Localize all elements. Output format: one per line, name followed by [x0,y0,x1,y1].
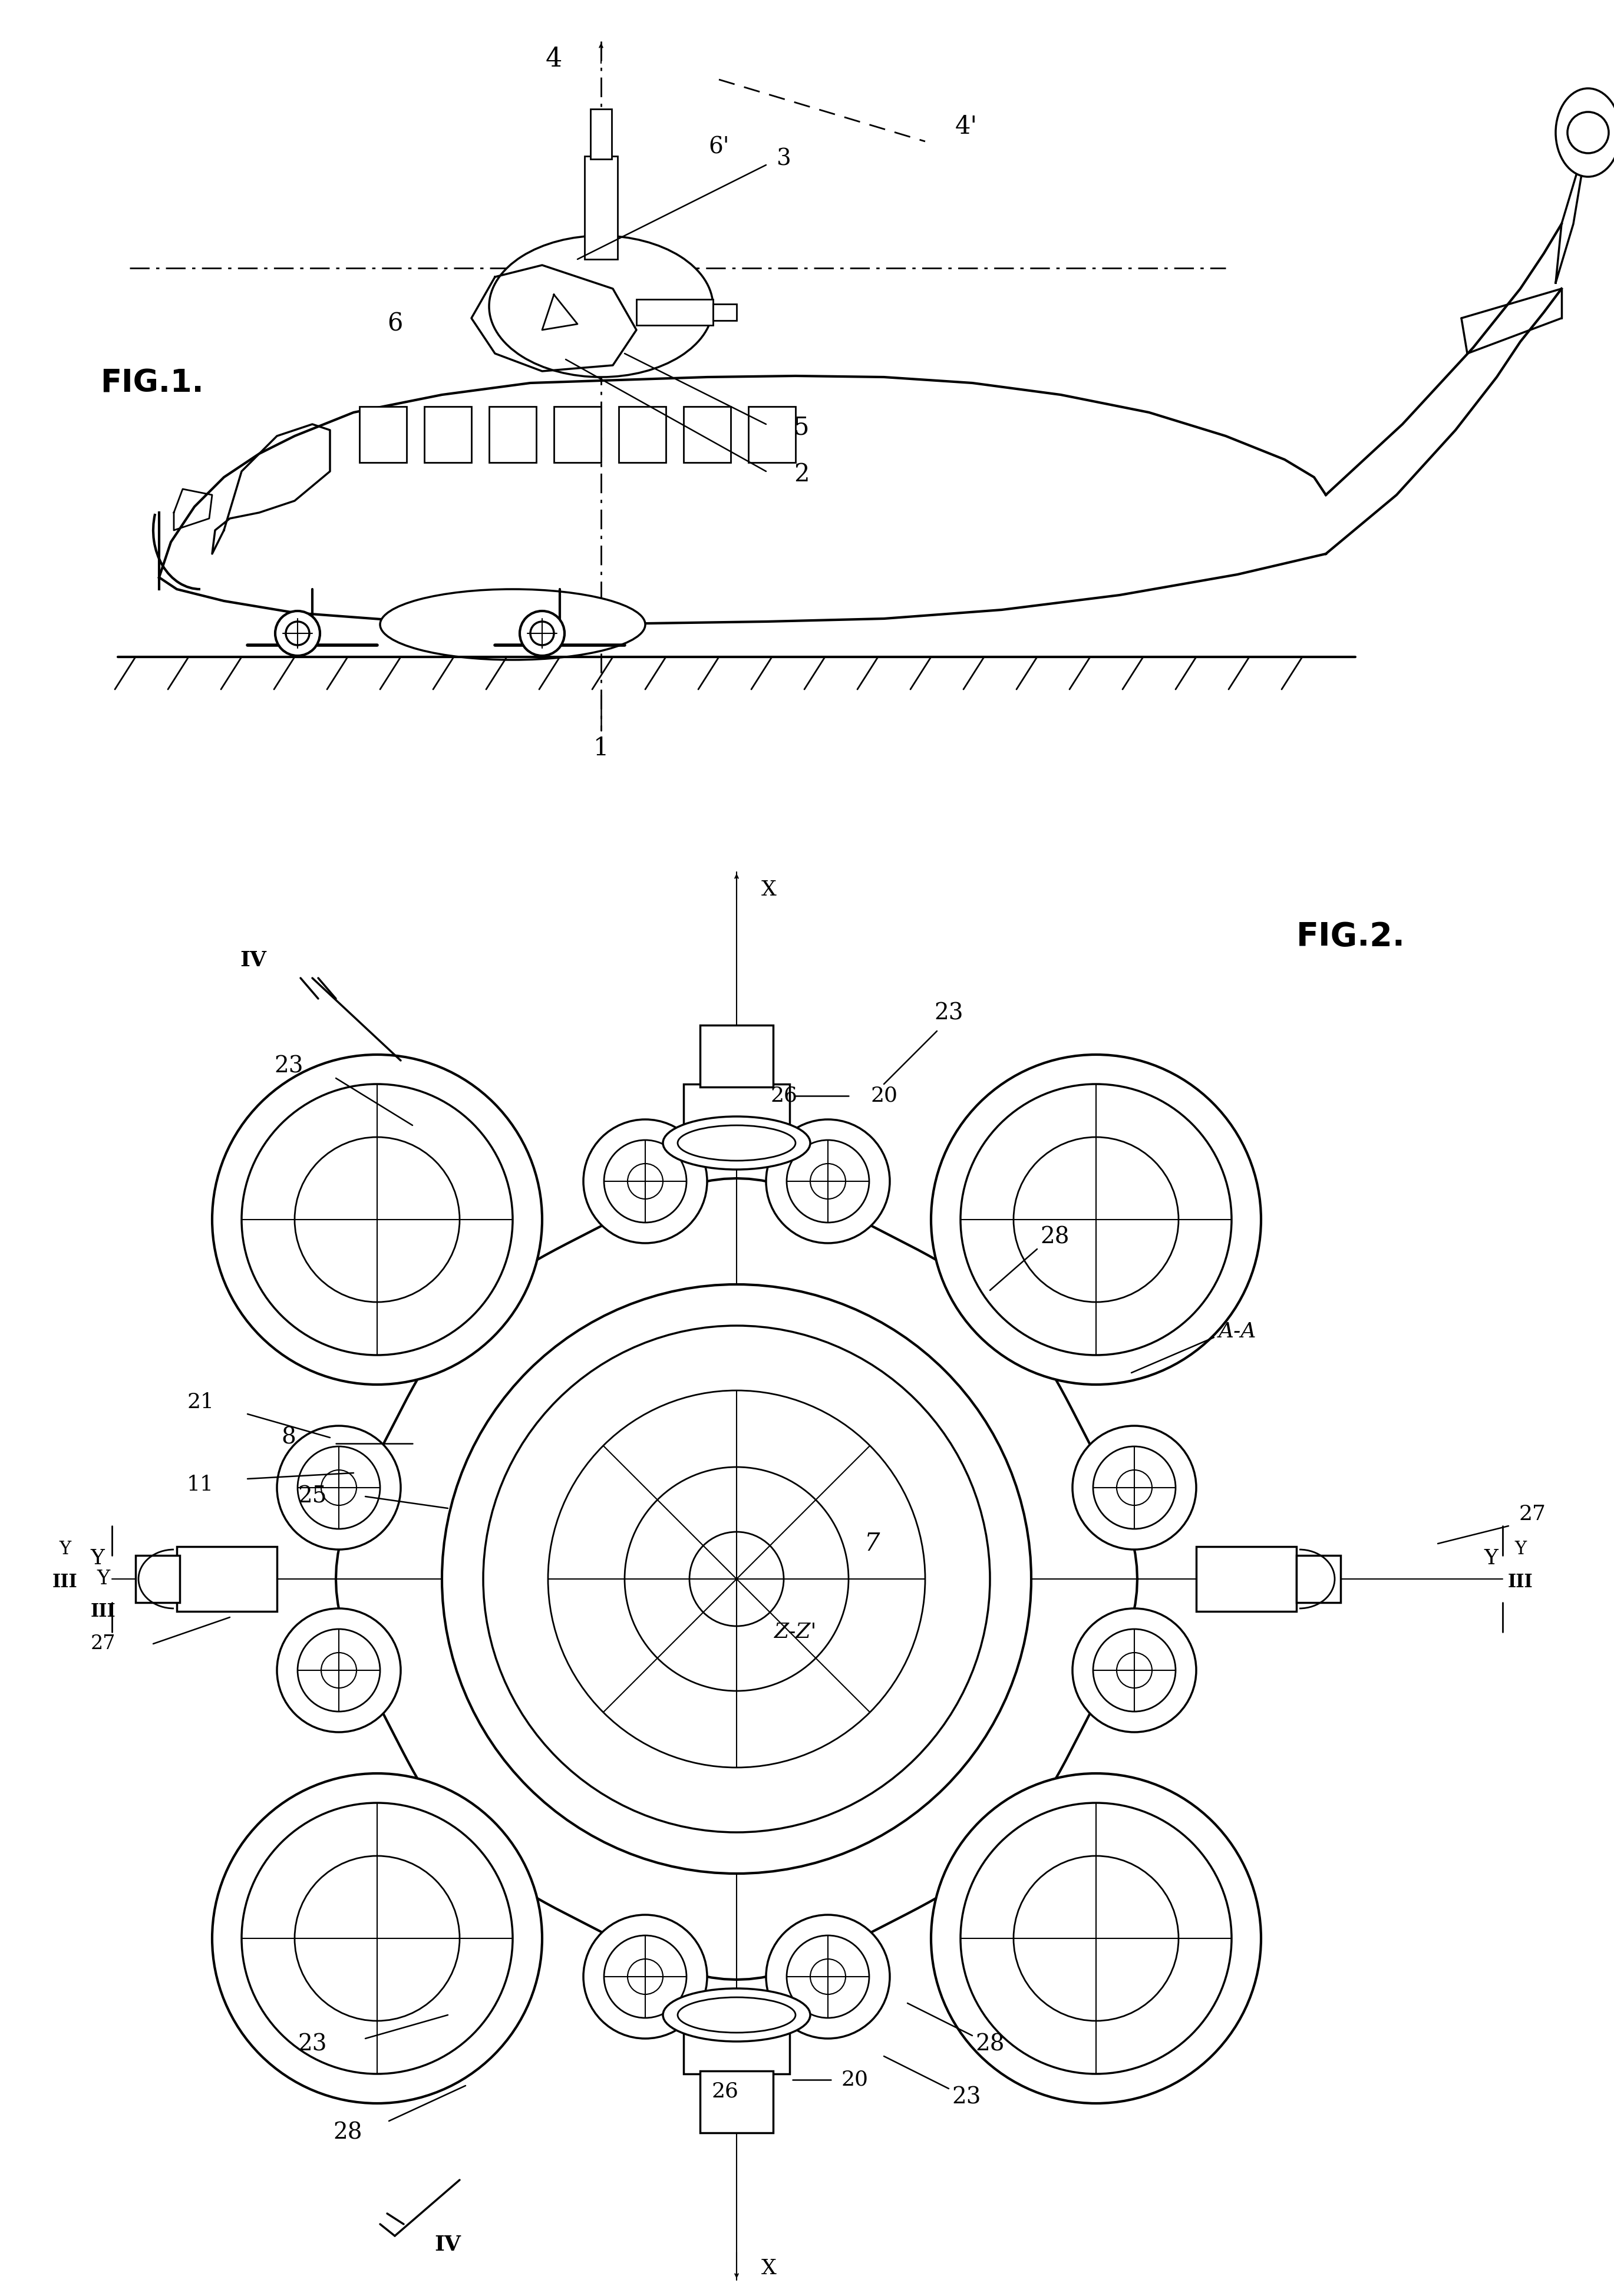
Bar [684,1084,789,1143]
Bar [489,406,536,461]
Circle shape [211,1054,542,1384]
Circle shape [520,611,565,657]
Circle shape [583,1120,707,1242]
Bar [700,1024,773,1086]
Bar [424,406,471,461]
Bar [684,406,731,461]
Text: 28: 28 [1039,1226,1070,1249]
Bar [1196,1548,1296,1612]
Circle shape [278,1426,400,1550]
Circle shape [1072,1426,1196,1550]
Text: 21: 21 [187,1391,215,1412]
Text: 5: 5 [794,416,809,439]
Bar [1296,1554,1341,1603]
Text: Y: Y [90,1548,105,1568]
Ellipse shape [1556,87,1614,177]
Bar [591,108,612,158]
Bar [749,406,796,461]
Text: 28: 28 [975,2034,1004,2055]
Text: Y: Y [58,1541,71,1559]
Ellipse shape [663,1988,810,2041]
Circle shape [442,1283,1031,1874]
Circle shape [583,1915,707,2039]
Bar [713,303,736,321]
Text: X: X [762,879,776,900]
Ellipse shape [663,1116,810,1169]
Text: 1: 1 [594,737,608,760]
Text: 27: 27 [1519,1504,1546,1525]
Bar [618,406,667,461]
Circle shape [767,1915,889,2039]
Text: IV: IV [240,951,266,971]
Text: 11: 11 [187,1474,215,1495]
Text: 8: 8 [281,1426,295,1449]
Text: 26: 26 [712,2082,738,2101]
Bar [684,2016,789,2073]
Text: 25: 25 [297,1486,328,1508]
Text: 28: 28 [332,2122,362,2144]
Circle shape [278,1609,400,1731]
Text: 23: 23 [952,2087,981,2108]
Text: 23: 23 [935,1003,964,1024]
Circle shape [767,1120,889,1242]
Bar [554,406,600,461]
Text: 7: 7 [865,1531,880,1557]
Bar [178,1548,278,1612]
Text: 20: 20 [870,1086,897,1107]
Text: X: X [762,2259,776,2278]
Bar [636,298,713,326]
Circle shape [276,611,320,657]
Bar [700,2071,773,2133]
Bar [136,1554,179,1603]
Text: 23: 23 [297,2034,328,2055]
Text: 26: 26 [770,1086,797,1107]
Text: Y: Y [1514,1541,1527,1559]
Text: 4: 4 [546,46,562,71]
Bar [360,406,407,461]
Text: III: III [52,1573,77,1591]
Text: FIG.2.: FIG.2. [1296,921,1406,953]
Bar [584,156,618,259]
Polygon shape [336,1178,1138,1979]
Text: Y: Y [97,1570,110,1589]
Text: 23: 23 [274,1056,303,1077]
Text: 6: 6 [387,312,402,338]
Ellipse shape [379,590,646,659]
Circle shape [931,1773,1261,2103]
Text: IV: IV [434,2234,462,2255]
Text: Y: Y [1483,1548,1498,1568]
Text: 2: 2 [794,461,809,487]
Text: 20: 20 [841,2069,868,2089]
Text: III: III [90,1603,116,1621]
Text: FIG.1.: FIG.1. [100,367,203,397]
Circle shape [931,1054,1261,1384]
Text: Z-Z': Z-Z' [775,1621,817,1642]
Ellipse shape [489,236,713,377]
Text: 27: 27 [90,1635,116,1653]
Text: 6': 6' [709,135,730,158]
Text: 4': 4' [955,115,978,140]
Text: III: III [1507,1573,1533,1591]
Circle shape [1072,1609,1196,1731]
Text: 3: 3 [776,149,791,170]
Text: A-A: A-A [1219,1322,1256,1341]
Circle shape [211,1773,542,2103]
